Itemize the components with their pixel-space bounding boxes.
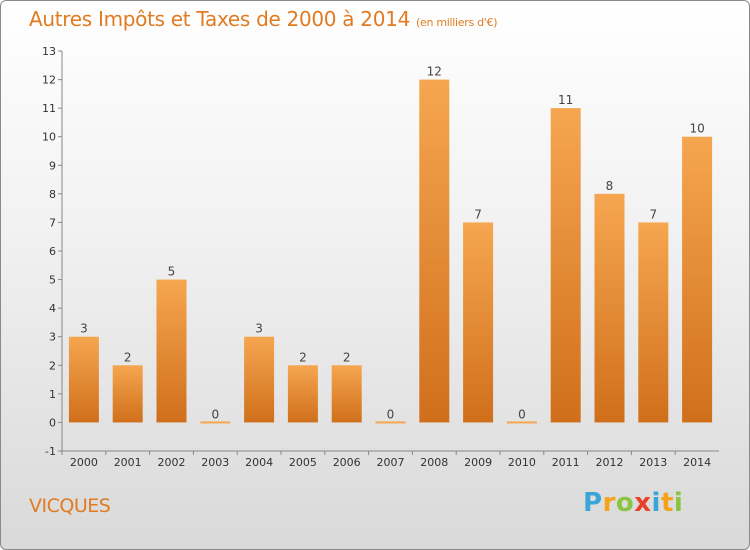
x-tick-label: 2002 xyxy=(158,456,186,469)
x-tick-label: 2010 xyxy=(508,456,536,469)
y-tick-label: 11 xyxy=(42,102,56,115)
bar xyxy=(506,421,537,424)
data-label: 2 xyxy=(124,350,132,364)
y-tick-label: 13 xyxy=(42,45,56,58)
x-tick-label: 2006 xyxy=(333,456,361,469)
x-tick-label: 2000 xyxy=(70,456,98,469)
x-tick-label: 2014 xyxy=(683,456,711,469)
x-tick-label: 2003 xyxy=(201,456,229,469)
data-label: 0 xyxy=(518,407,526,421)
bar xyxy=(550,108,581,423)
y-tick-label: 1 xyxy=(49,388,56,401)
bar xyxy=(463,222,494,423)
bar xyxy=(200,421,231,424)
data-label: 11 xyxy=(558,93,573,107)
data-label: 2 xyxy=(343,350,351,364)
data-label: 5 xyxy=(168,265,176,279)
chart-title: Autres Impôts et Taxes de 2000 à 2014 (en… xyxy=(29,7,497,31)
y-tick-label: 3 xyxy=(49,331,56,344)
logo-letter: i xyxy=(673,488,684,518)
y-tick-label: 10 xyxy=(42,131,56,144)
logo-letter: t xyxy=(660,488,674,518)
logo-letter: x xyxy=(634,488,652,518)
x-tick-label: 2005 xyxy=(289,456,317,469)
x-tick-label: 2004 xyxy=(245,456,273,469)
data-label: 7 xyxy=(474,207,482,221)
bar xyxy=(375,421,406,424)
y-tick-label: 6 xyxy=(49,245,56,258)
bar xyxy=(287,365,318,423)
bar xyxy=(68,336,99,423)
data-labels: 3 2 5 0 3 2 2 0 12 7 0 11 8 7 10 xyxy=(80,65,705,422)
y-tick-label: -1 xyxy=(45,445,56,458)
bar xyxy=(244,336,275,423)
bars xyxy=(68,79,713,424)
x-tick-label: 2008 xyxy=(420,456,448,469)
logo-letter: i xyxy=(651,488,661,518)
y-tick-label: 12 xyxy=(42,74,56,87)
chart-title-text: Autres Impôts et Taxes de 2000 à 2014 xyxy=(29,7,410,31)
data-label: 12 xyxy=(427,65,442,79)
data-label: 0 xyxy=(211,407,219,421)
x-tick-label: 2011 xyxy=(552,456,580,469)
bar xyxy=(156,279,187,423)
bar xyxy=(112,365,143,423)
data-label: 2 xyxy=(299,350,307,364)
proxiti-logo: Proxiti xyxy=(583,488,683,518)
bar xyxy=(419,79,450,423)
chart-unit: (en milliers d'€) xyxy=(416,16,498,29)
data-label: 8 xyxy=(606,179,614,193)
x-tick-label: 2013 xyxy=(639,456,667,469)
x-tick-label: 2007 xyxy=(377,456,405,469)
y-tick-label: 8 xyxy=(49,188,56,201)
bar xyxy=(331,365,362,423)
data-label: 7 xyxy=(649,207,657,221)
bar xyxy=(638,222,669,423)
bar xyxy=(594,193,625,423)
logo-letter: P xyxy=(583,488,603,518)
place-name: VICQUES xyxy=(29,495,111,517)
x-tick-label: 2001 xyxy=(114,456,142,469)
x-tick-label: 2009 xyxy=(464,456,492,469)
y-tick-label: 2 xyxy=(49,359,56,372)
logo-letter: r xyxy=(602,488,616,518)
data-label: 3 xyxy=(80,322,88,336)
logo-letter: o xyxy=(615,488,635,518)
data-label: 0 xyxy=(387,407,395,421)
y-tick-label: 5 xyxy=(49,274,56,287)
x-tick-label: 2012 xyxy=(596,456,624,469)
data-label: 10 xyxy=(689,122,704,136)
y-tick-label: 7 xyxy=(49,216,56,229)
y-tick-label: 9 xyxy=(49,159,56,172)
y-tick-label: 4 xyxy=(49,302,56,315)
y-tick-label: 0 xyxy=(49,416,56,429)
bar xyxy=(682,136,713,423)
data-label: 3 xyxy=(255,322,263,336)
